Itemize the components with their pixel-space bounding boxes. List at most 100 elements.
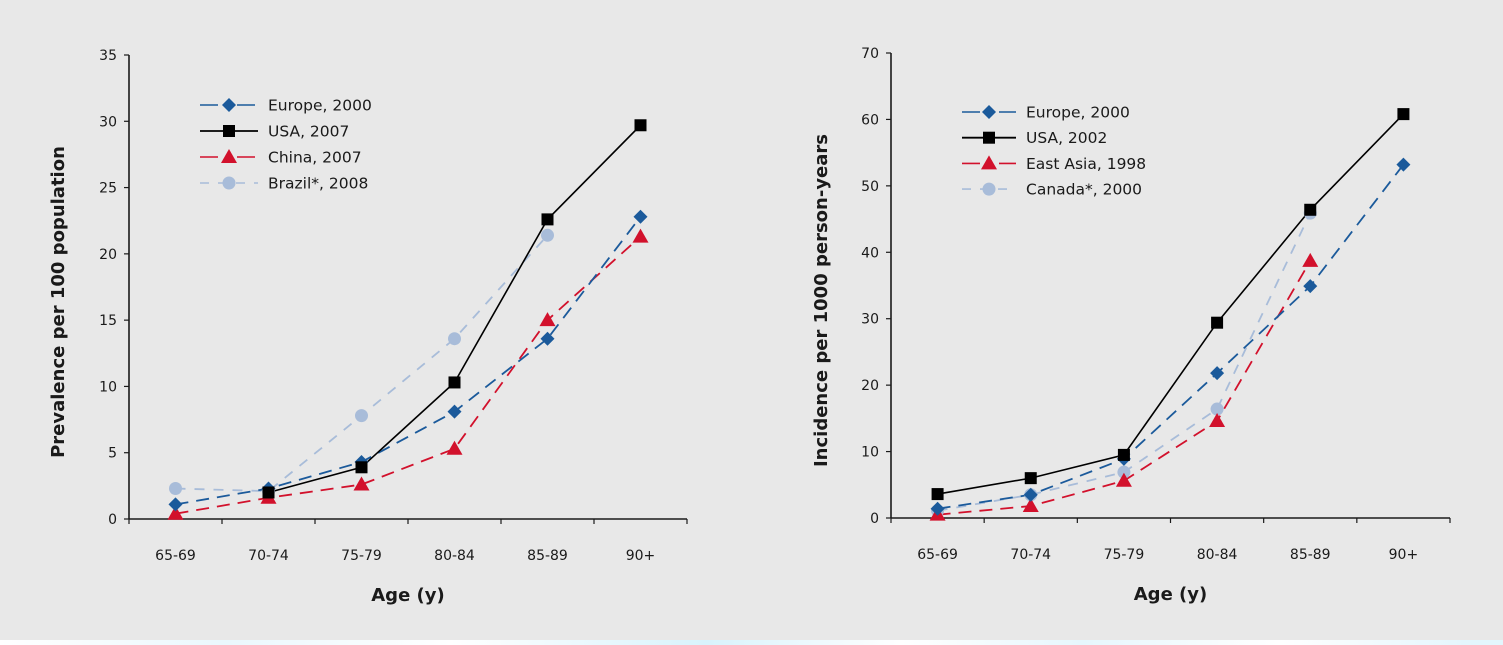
prevalence-chart: 0 5 10 15 20 25 30 35 65-69 70-74 75-79 80-84 85-89 9… (48, 48, 688, 606)
x-tick-label: 65-69 (155, 548, 196, 564)
data-point-east-asia-1998-70-74 (1022, 498, 1039, 513)
data-point-europe-2000-90 (633, 209, 648, 224)
legend-label: Europe, 2000 (268, 97, 372, 115)
x-tick-label: 75-79 (1104, 547, 1145, 563)
legend-label: China, 2007 (268, 149, 362, 167)
data-point-china-2007-75-79 (353, 476, 370, 491)
data-point-europe-2000-85-89 (1303, 279, 1318, 294)
legend-label: USA, 2002 (1026, 129, 1107, 147)
data-point-europe-2000-80-84 (1210, 366, 1225, 381)
data-point-europe-2000-65-69 (930, 501, 945, 516)
y-axis-title: Prevalence per 100 population (48, 146, 69, 458)
x-tick-label: 75-79 (341, 548, 382, 564)
data-point-europe-2000-90 (1396, 157, 1411, 172)
data-point-brazil-2008-80-84 (448, 332, 461, 346)
y-tick-label: 50 (861, 179, 879, 195)
y-tick-label: 10 (99, 379, 117, 395)
series-line-europe-2000 (175, 216, 642, 506)
data-point-usa-2007-90 (634, 119, 647, 132)
y-tick-label: 5 (108, 446, 117, 462)
legend-label: Brazil*, 2008 (268, 175, 368, 193)
y-tick-label: 25 (99, 181, 117, 197)
x-axis-title: Age (y) (371, 585, 444, 606)
legend-marker-diamond-icon (982, 105, 996, 119)
x-tick-label: 85-89 (1290, 547, 1331, 563)
data-point-usa-2002-80-84 (1211, 316, 1224, 329)
data-point-east-asia-1998-75-79 (1115, 472, 1132, 487)
legend-label: Canada*, 2000 (1026, 181, 1142, 199)
data-point-brazil-2008-85-89 (541, 228, 554, 242)
legend-item-usa-2002: USA, 2002 (962, 129, 1107, 147)
y-tick-label: 30 (861, 312, 879, 328)
legend-item-china-2007: China, 2007 (200, 149, 362, 167)
legend-marker-square-icon (223, 125, 235, 137)
data-point-europe-2000-80-84 (447, 404, 462, 419)
data-point-china-2007-65-69 (167, 505, 184, 520)
y-tick-label: 70 (861, 46, 879, 62)
data-point-usa-2002-70-74 (1024, 472, 1037, 485)
series-line-europe-2000 (937, 164, 1405, 510)
y-tick-label: 20 (861, 378, 879, 394)
legend-item-usa-2007: USA, 2007 (200, 123, 349, 141)
x-tick-label: 65-69 (917, 547, 958, 563)
x-tick-label: 70-74 (1010, 547, 1051, 563)
x-tick-label: 70-74 (248, 548, 289, 564)
x-tick-label: 90+ (1389, 547, 1419, 563)
y-tick-label: 15 (99, 313, 117, 329)
y-tick-label: 20 (99, 247, 117, 263)
y-tick-label: 40 (861, 245, 879, 261)
y-tick-label: 30 (99, 114, 117, 130)
data-point-usa-2002-65-69 (931, 488, 944, 501)
legend: Europe, 2000 USA, 2007 China, 2007 Brazil*,… (200, 97, 372, 193)
y-axis-title: Incidence per 1000 person-years (811, 134, 832, 467)
legend-item-canada-2000: Canada*, 2000 (962, 181, 1142, 199)
incidence-chart: 0 10 20 30 40 50 60 70 65-69 70-74 75-79 80-84 85-89… (811, 46, 1451, 605)
x-tick-label: 80-84 (434, 548, 475, 564)
data-point-usa-2007-80-84 (448, 376, 461, 389)
series-line-brazil-2008 (175, 234, 549, 493)
data-point-usa-2007-70-74 (262, 486, 275, 499)
legend-marker-diamond-icon (222, 98, 236, 112)
y-tick-label: 60 (861, 112, 879, 128)
legend-item-east-asia-1998: East Asia, 1998 (962, 155, 1146, 173)
data-point-brazil-2008-75-79 (355, 409, 368, 423)
data-point-usa-2002-85-89 (1304, 203, 1317, 216)
legend-label: Europe, 2000 (1026, 104, 1130, 122)
data-point-east-asia-1998-80-84 (1209, 413, 1226, 428)
data-point-china-2007-90 (632, 228, 649, 243)
legend-marker-circle-icon (222, 176, 236, 190)
data-point-usa-2002-75-79 (1117, 448, 1130, 461)
data-point-china-2007-85-89 (539, 312, 556, 327)
data-point-usa-2007-85-89 (541, 213, 554, 226)
legend-marker-square-icon (983, 131, 995, 144)
data-point-brazil-2008-65-69 (169, 482, 182, 496)
data-point-europe-2000-70-74 (1023, 487, 1038, 502)
legend: Europe, 2000 USA, 2002 East Asia, 1998 Cana… (962, 104, 1146, 199)
legend-label: East Asia, 1998 (1026, 155, 1146, 173)
x-axis-title: Age (y) (1134, 584, 1207, 605)
y-tick-label: 35 (99, 48, 117, 64)
y-tick-label: 0 (108, 512, 117, 528)
bottom-edge-strip (0, 640, 1503, 645)
legend-label: USA, 2007 (268, 123, 349, 141)
data-point-usa-2002-90 (1397, 108, 1410, 121)
legend-marker-triangle-icon (981, 155, 997, 170)
data-point-usa-2007-75-79 (355, 461, 368, 474)
series-line-china-2007 (175, 235, 642, 515)
data-point-canada-2000-80-84 (1210, 402, 1224, 416)
series-line-usa-2002 (937, 113, 1404, 495)
legend-marker-circle-icon (982, 182, 996, 196)
legend-marker-triangle-icon (221, 149, 237, 163)
legend-item-europe-2000: Europe, 2000 (200, 97, 372, 115)
y-tick-label: 0 (870, 511, 879, 527)
data-point-europe-2000-85-89 (540, 331, 555, 346)
data-point-china-2007-80-84 (446, 440, 463, 455)
x-tick-label: 90+ (626, 548, 656, 564)
x-tick-label: 85-89 (527, 548, 568, 564)
legend-item-europe-2000: Europe, 2000 (962, 104, 1130, 122)
x-tick-label: 80-84 (1197, 547, 1238, 563)
data-point-europe-2000-65-69 (168, 497, 183, 512)
data-point-canada-2000-75-79 (1117, 465, 1131, 479)
